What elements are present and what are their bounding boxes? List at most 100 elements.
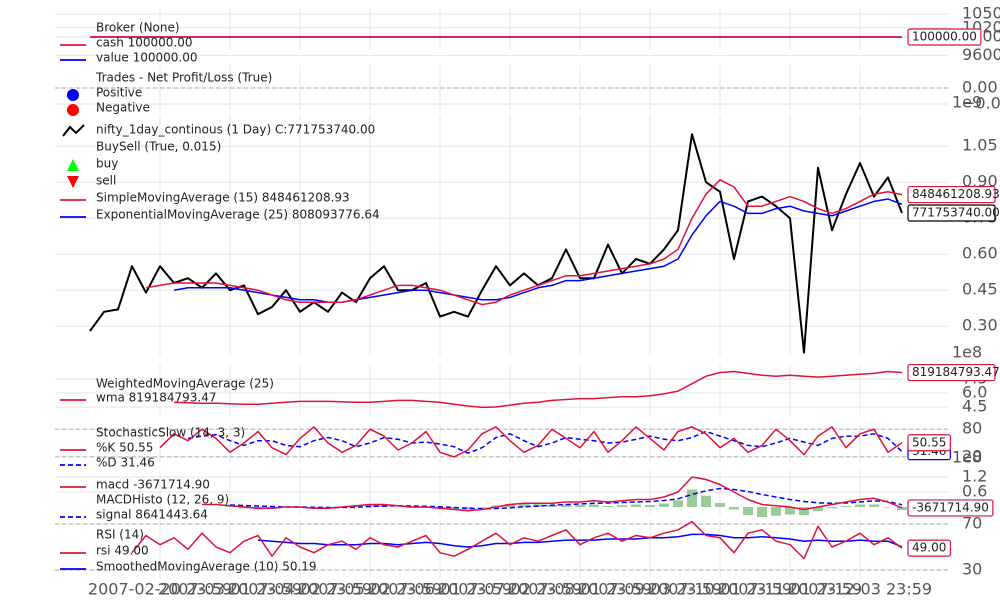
- legend-label: Positive: [96, 86, 142, 100]
- legend-label: wma 819184793.47: [96, 391, 216, 405]
- series-line: [145, 179, 903, 306]
- histogram-bar: [505, 503, 515, 507]
- series-line: [159, 426, 903, 458]
- axis-offset-label: 1e8: [952, 343, 982, 362]
- value-label-frame: [907, 28, 982, 46]
- series-line: [202, 476, 903, 512]
- value-label: 49.00: [912, 541, 946, 555]
- x-tick-label: 2007-03-01 23:59: [158, 580, 302, 599]
- histogram-bar: [715, 503, 725, 507]
- x-tick-label: 2007-12-03 23:59: [788, 580, 932, 599]
- value-label-box: 50.55: [907, 434, 951, 452]
- series-line: [131, 520, 903, 560]
- legend-marker: [67, 159, 79, 171]
- value-label-box: 771753740.00: [907, 204, 1000, 222]
- legend-label: buy: [96, 157, 118, 171]
- value-label: 771753740.00: [912, 205, 1000, 219]
- y-tick-label: 0.60: [962, 244, 998, 263]
- x-tick-label: 2007-05-02 23:59: [298, 580, 442, 599]
- x-tick-label: 2007-04-02 23:59: [228, 580, 372, 599]
- histogram-bar: [603, 506, 613, 507]
- histogram-bar: [729, 507, 739, 510]
- value-label: 819184793.47: [912, 365, 1000, 379]
- x-tick-label: 2007-08-01 23:59: [508, 580, 652, 599]
- legend-label: macd -3671714.90: [96, 478, 210, 492]
- legend-label: rsi 49.00: [96, 544, 149, 558]
- legend-label: Trades - Net Profit/Loss (True): [95, 71, 272, 85]
- legend-label: MACDHisto (12, 26, 9): [96, 493, 229, 507]
- value-label: -3671714.90: [912, 500, 989, 514]
- x-tick-label: 2007-10-01 23:59: [648, 580, 792, 599]
- histogram-bar: [463, 507, 473, 510]
- legend-marker: [67, 104, 79, 116]
- y-tick-label: 70: [962, 514, 982, 533]
- legend-label: value 100000.00: [96, 51, 197, 65]
- histogram-bar: [701, 495, 711, 507]
- x-tick-label: 2007-06-01 23:59: [368, 580, 512, 599]
- histogram-bar: [771, 507, 781, 516]
- histogram-bar: [743, 507, 753, 515]
- histogram-bar: [841, 506, 851, 507]
- y-tick-label: 1.05: [962, 136, 998, 155]
- legend-label: SimpleMovingAverage (15) 848461208.93: [96, 191, 350, 205]
- y-tick-label: 80: [962, 419, 982, 438]
- series-line: [187, 430, 903, 454]
- legend-label: RSI (14): [96, 528, 144, 542]
- value-label-box: 819184793.47: [907, 363, 1000, 382]
- x-tick-label: 2007-09-03 23:59: [578, 580, 722, 599]
- y-tick-label: 0.30: [962, 316, 998, 335]
- y-tick-label: 9600: [962, 45, 1000, 64]
- x-tick-label: 2007-07-02 23:59: [438, 580, 582, 599]
- legend-label: nifty_1day_continous (1 Day) C:771753740…: [96, 123, 375, 137]
- legend-label: BuySell (True, 0.015): [96, 140, 221, 154]
- y-tick-label: 0.6: [962, 482, 987, 501]
- data-layer: [89, 36, 907, 560]
- series-line: [173, 370, 903, 409]
- legend-label: Negative: [96, 101, 150, 115]
- value-label-frame: [907, 185, 996, 204]
- value-label-frame: [907, 539, 951, 557]
- value-label-box: -3671714.90: [907, 499, 994, 517]
- value-label-frame: [907, 204, 996, 222]
- legend-label: sell: [96, 174, 116, 188]
- histogram-bar: [477, 507, 487, 508]
- value-label-frame: [907, 363, 996, 382]
- legend-marker: [67, 89, 79, 101]
- histogram-bar: [673, 500, 683, 507]
- histogram-bar: [575, 505, 585, 507]
- histogram-bar: [561, 504, 571, 507]
- legend-label: cash 100000.00: [96, 36, 193, 50]
- y-tick-label: 0.45: [962, 280, 998, 299]
- histogram-bar: [589, 504, 599, 507]
- histogram-bar: [687, 489, 697, 507]
- histogram-bar: [897, 507, 907, 510]
- histogram-bar: [617, 505, 627, 507]
- y-tick-label: 1050: [962, 3, 1000, 22]
- histogram-bar: [799, 507, 809, 515]
- y-tick-label: −0.04: [962, 94, 1000, 113]
- axis-offset-label: 1e9: [952, 93, 982, 112]
- histogram-bar: [827, 507, 837, 509]
- histogram-bar: [645, 505, 655, 507]
- y-tick-label: 6.0: [962, 382, 987, 401]
- value-labels: 100000.00 771753740.00 848461208.93 8191847…: [907, 28, 1000, 557]
- value-label: 100000.00: [912, 29, 977, 43]
- legend-marker: [62, 124, 85, 137]
- value-label-box: 100000.00: [907, 28, 982, 46]
- y-tick-label: 4.5: [962, 396, 987, 415]
- histogram-bar: [785, 507, 795, 515]
- value-label-box: 848461208.93: [907, 185, 1000, 204]
- legend-label: %K 50.55: [96, 441, 153, 455]
- histogram-bar: [519, 503, 529, 507]
- x-tick-label: 2007-11-01 23:59: [718, 580, 862, 599]
- histogram-bar: [855, 504, 865, 507]
- legend-label: ExponentialMovingAverage (25) 808093776.…: [96, 208, 380, 222]
- legend-label: signal 8641443.64: [96, 508, 208, 522]
- histogram-bar: [631, 504, 641, 507]
- histogram-bar: [225, 506, 235, 507]
- histogram-bar: [659, 503, 669, 507]
- y-tick-label: 0.90: [962, 172, 998, 191]
- series-line: [173, 198, 903, 303]
- legend-label: Broker (None): [96, 21, 180, 35]
